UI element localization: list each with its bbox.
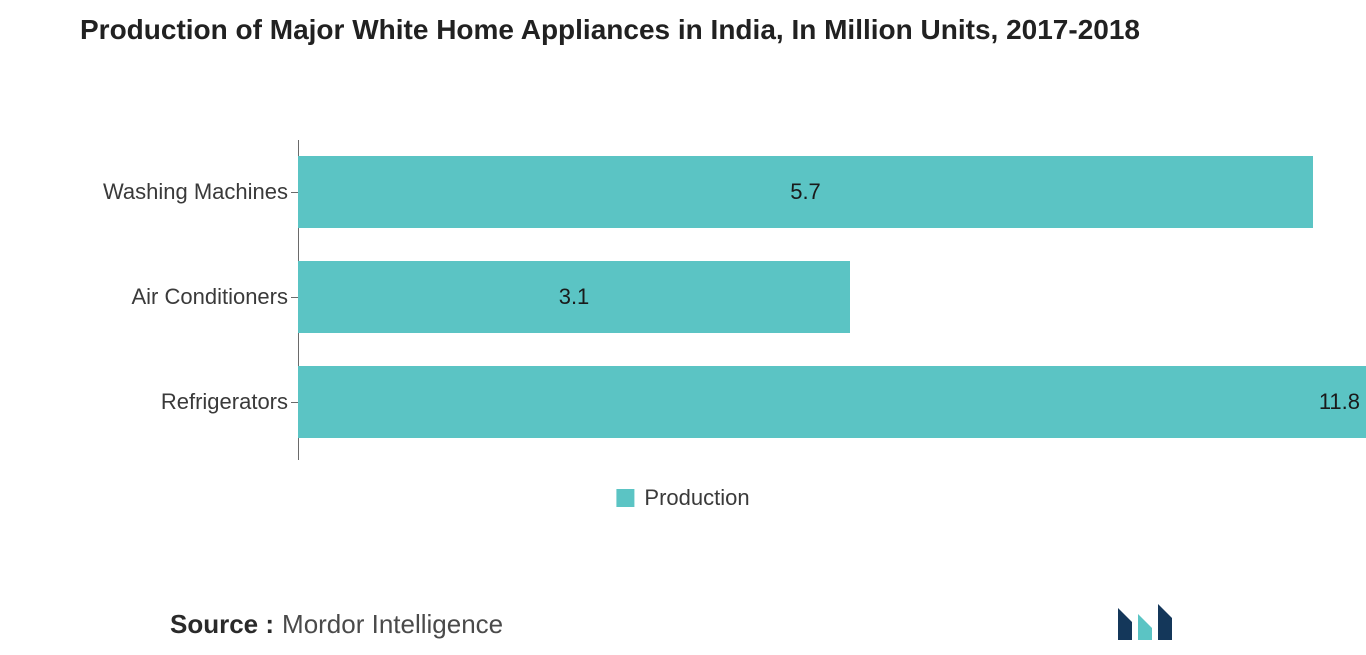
plot-area: Washing Machines 5.7 Air Conditioners 3.…: [298, 140, 1366, 460]
legend-label: Production: [644, 485, 749, 511]
category-label: Washing Machines: [103, 179, 298, 205]
source-line: Source : Mordor Intelligence: [170, 609, 503, 640]
category-label: Air Conditioners: [131, 284, 298, 310]
bar: 11.8: [298, 366, 1366, 438]
chart-container: Production of Major White Home Appliance…: [0, 0, 1366, 655]
bar-value-label: 5.7: [790, 179, 821, 205]
bar-row: Air Conditioners 3.1: [298, 261, 850, 333]
mordor-logo-icon: [1116, 604, 1176, 640]
legend: Production: [616, 485, 749, 511]
bar-value-label: 11.8: [1319, 389, 1360, 415]
source-prefix: Source :: [170, 609, 274, 640]
source-text: Mordor Intelligence: [282, 609, 503, 640]
bar-row: Washing Machines 5.7: [298, 156, 1313, 228]
bar: 5.7: [298, 156, 1313, 228]
bar-row: Refrigerators 11.8: [298, 366, 1366, 438]
bar: 3.1: [298, 261, 850, 333]
category-label: Refrigerators: [161, 389, 298, 415]
legend-swatch: [616, 489, 634, 507]
bar-value-label: 3.1: [559, 284, 590, 310]
chart-title: Production of Major White Home Appliance…: [0, 0, 1366, 48]
